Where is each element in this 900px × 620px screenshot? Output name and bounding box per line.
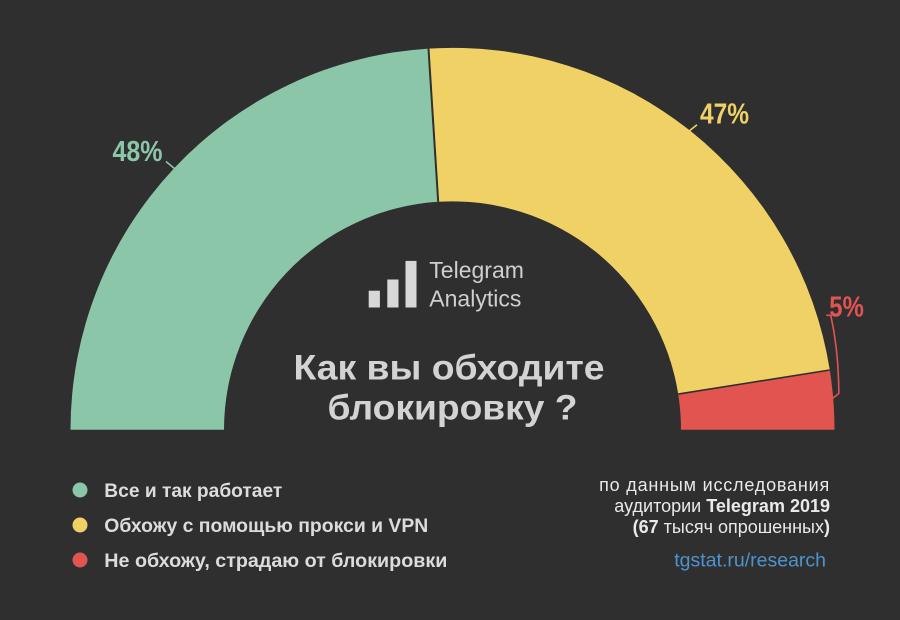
- svg-text:47%: 47%: [700, 99, 749, 131]
- svg-text:Не обхожу, страдаю от блокиров: Не обхожу, страдаю от блокировки: [104, 551, 447, 572]
- svg-text:48%: 48%: [113, 136, 163, 168]
- svg-text:Обхожу с помощью прокси и VPN: Обхожу с помощью прокси и VPN: [104, 516, 428, 537]
- svg-text:аудитории Telegram 2019: аудитории Telegram 2019: [614, 496, 830, 516]
- svg-text:(67 тысяч опрошенных): (67 тысяч опрошенных): [633, 517, 830, 537]
- svg-text:блокировку ?: блокировку ?: [328, 389, 578, 428]
- svg-text:Как вы обходите: Как вы обходите: [294, 349, 605, 388]
- svg-text:tgstat.ru/research: tgstat.ru/research: [674, 550, 826, 572]
- svg-text:Analytics: Analytics: [429, 286, 521, 312]
- svg-text:по данным исследования: по данным исследования: [599, 475, 830, 495]
- svg-text:Telegram: Telegram: [429, 257, 524, 283]
- svg-text:5%: 5%: [829, 292, 864, 324]
- svg-text:Все и так работает: Все и так работает: [104, 481, 282, 502]
